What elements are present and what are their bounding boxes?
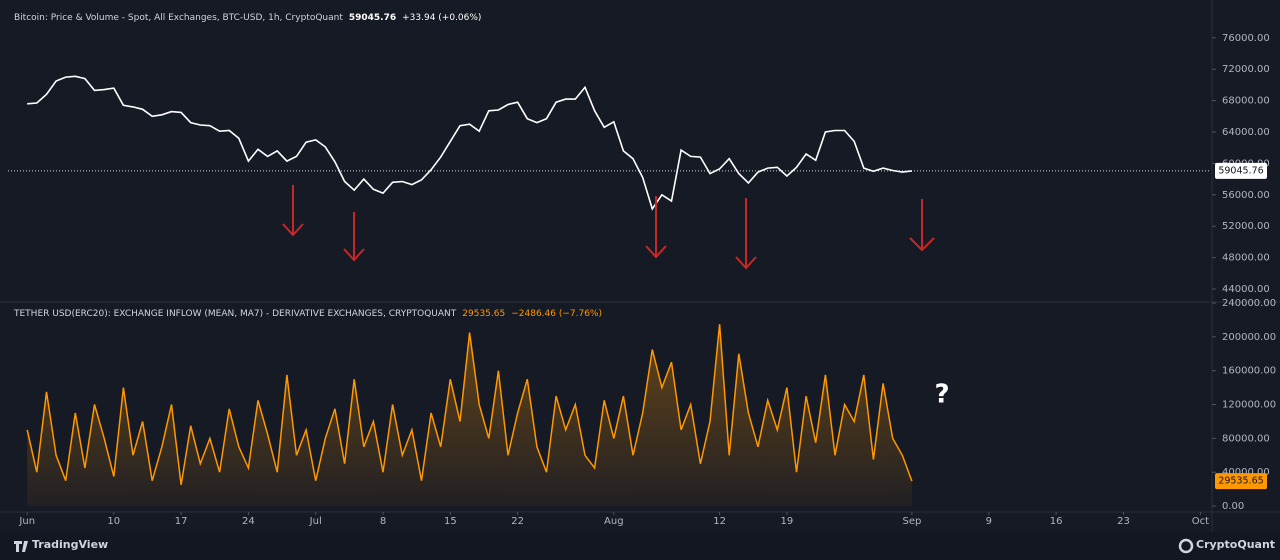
y-tick-label: 40000.00 — [1222, 467, 1270, 478]
x-tick-label: 23 — [1117, 516, 1130, 527]
arrow — [343, 212, 365, 262]
x-tick-label: 9 — [986, 516, 992, 527]
x-tick-label: 10 — [107, 516, 120, 527]
x-tick-label: 15 — [444, 516, 457, 527]
tradingview-logo — [14, 541, 28, 552]
x-tick-label: 8 — [380, 516, 386, 527]
x-tick-label: Jul — [309, 516, 322, 527]
footer-right: CryptoQuant — [1196, 538, 1276, 551]
y-tick-label: 68000.00 — [1222, 96, 1270, 107]
arrow — [645, 196, 667, 259]
inflow-title: TETHER USD(ERC20): EXCHANGE INFLOW (MEAN… — [14, 309, 457, 319]
y-tick-label: 200000.00 — [1222, 332, 1276, 343]
footer-left: TradingView — [32, 538, 109, 551]
inflow-line — [26, 324, 913, 486]
x-tick-label: 12 — [713, 516, 726, 527]
y-tick-label: 160000.00 — [1222, 366, 1276, 377]
y-tick-label: 72000.00 — [1222, 64, 1270, 75]
y-tick-label: 52000.00 — [1222, 221, 1270, 232]
inflow-last: 29535.65 — [462, 309, 506, 319]
footer-bar — [0, 532, 1280, 560]
price-change: +33.94 (+0.06%) — [402, 13, 482, 23]
price-title: Bitcoin: Price & Volume - Spot, All Exch… — [14, 13, 343, 23]
annotation: ? — [934, 380, 949, 410]
x-tick-label: 22 — [511, 516, 524, 527]
last-value-label: 29535.65 — [1218, 476, 1263, 487]
x-tick-label: 19 — [781, 516, 794, 527]
y-tick-label: 80000.00 — [1222, 433, 1270, 444]
y-tick-label: 56000.00 — [1222, 190, 1270, 201]
x-tick-label: Sep — [902, 516, 921, 527]
inflow-change: −2486.46 (−7.76%) — [511, 309, 602, 319]
cryptoquant-logo — [1178, 538, 1194, 554]
price-last: 59045.76 — [348, 13, 397, 23]
x-tick-label: 17 — [175, 516, 188, 527]
y-tick-label: 76000.00 — [1222, 33, 1270, 44]
y-tick-label: 48000.00 — [1222, 253, 1270, 264]
red-arrows — [282, 185, 935, 270]
y-tick-label: 44000.00 — [1222, 284, 1270, 295]
price-header: Bitcoin: Price & Volume - Spot, All Exch… — [14, 13, 487, 23]
arrow — [909, 199, 935, 252]
arrow — [735, 198, 757, 270]
y-tick-label: 0.00 — [1222, 501, 1244, 512]
x-tick-label: Oct — [1192, 516, 1209, 527]
x-tick-label: 24 — [242, 516, 255, 527]
last-price-box — [1215, 162, 1267, 179]
last-value-box — [1215, 473, 1267, 490]
inflow-area — [27, 324, 912, 507]
arrow — [282, 185, 304, 237]
y-tick-label: 120000.00 — [1222, 400, 1276, 411]
x-tick-label: Jun — [18, 516, 35, 527]
y-tick-label: 64000.00 — [1222, 127, 1270, 138]
x-tick-label: 16 — [1050, 516, 1063, 527]
price-line — [27, 75, 912, 211]
x-tick-label: Aug — [604, 516, 624, 527]
y-tick-label: 240000.00 — [1222, 298, 1276, 309]
inflow-header: TETHER USD(ERC20): EXCHANGE INFLOW (MEAN… — [14, 309, 608, 319]
last-price-label: 59045.76 — [1218, 165, 1263, 176]
